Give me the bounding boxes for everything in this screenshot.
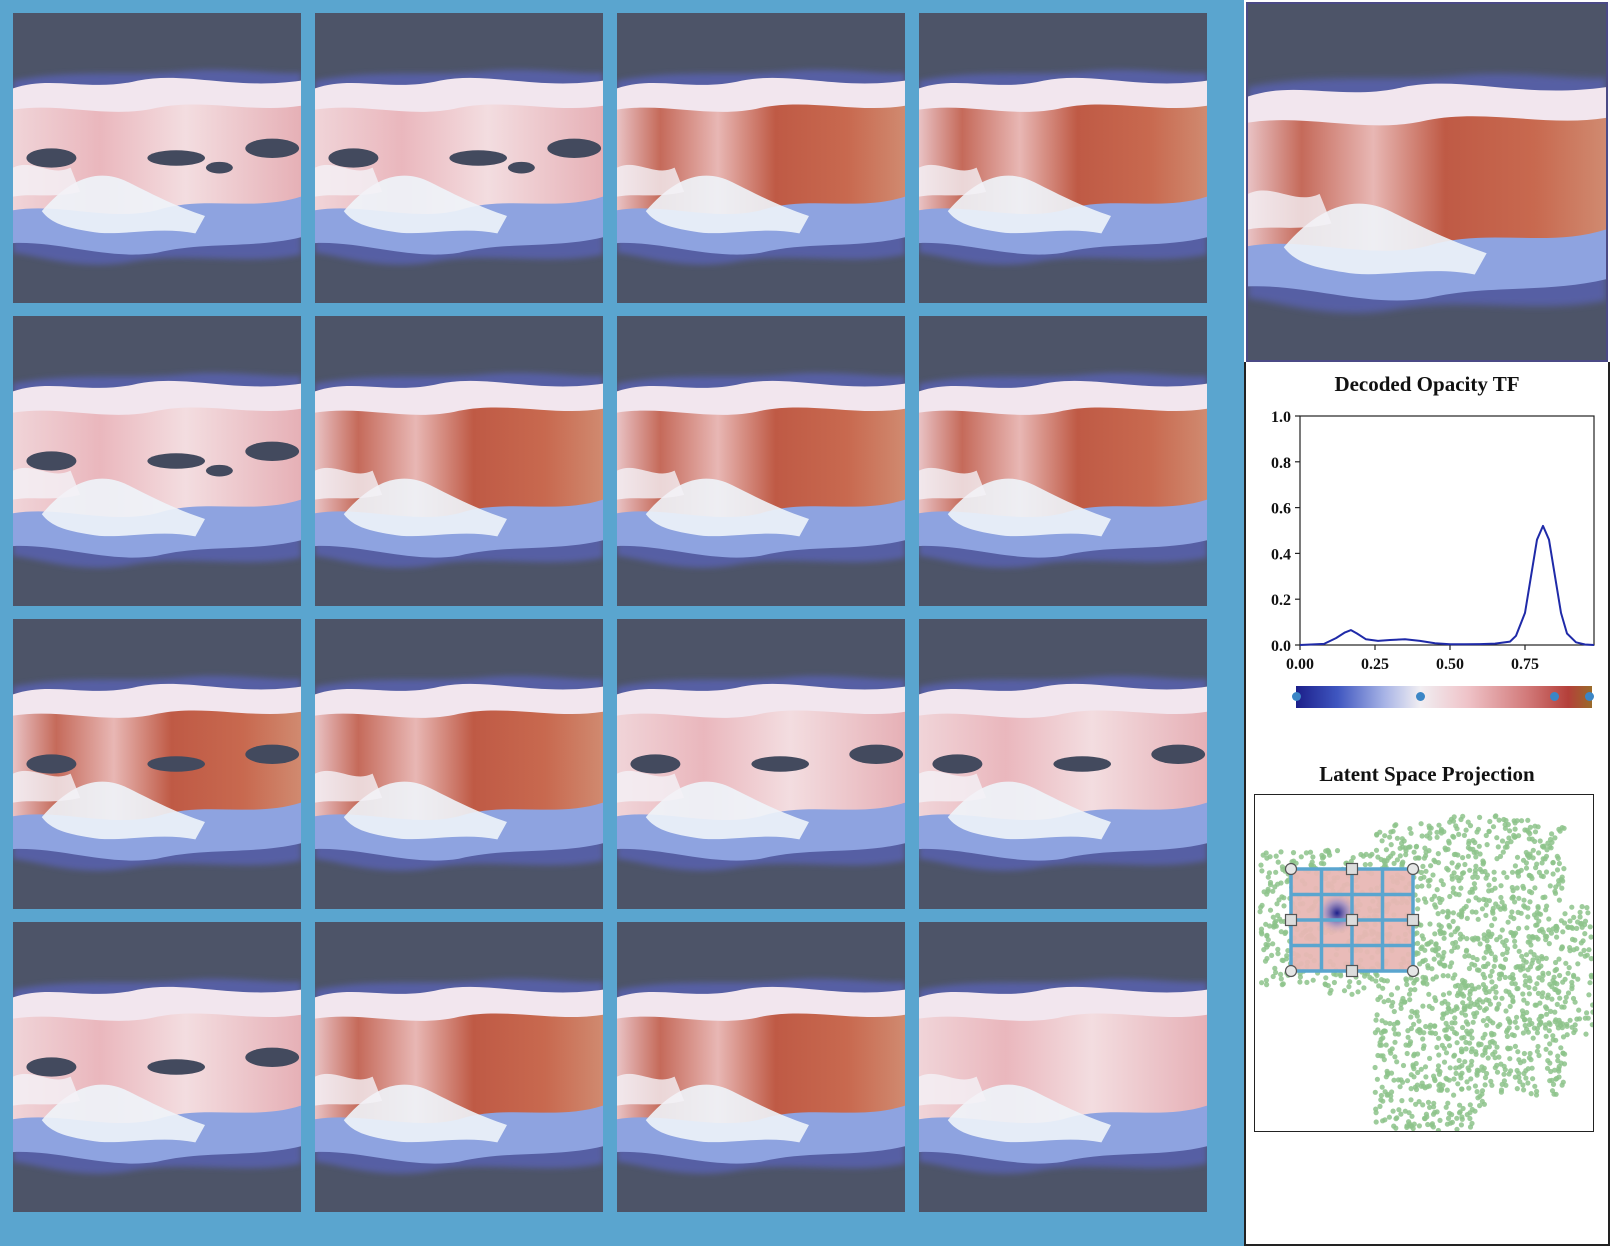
grid-cell-rendering[interactable] — [13, 316, 301, 606]
tf-control-point[interactable] — [1549, 692, 1559, 701]
rendering-grid — [0, 0, 1244, 1246]
grid-cell-rendering[interactable] — [13, 13, 301, 303]
circle-handle-icon — [1284, 862, 1298, 876]
square-handle-icon — [1406, 913, 1420, 927]
grid-cell-rendering[interactable] — [919, 316, 1207, 606]
circle-handle-icon — [1406, 862, 1420, 876]
circle-handle-icon — [1406, 964, 1420, 978]
grid-cell-rendering[interactable] — [315, 619, 603, 909]
transfer-function-colorbar[interactable] — [1292, 686, 1595, 708]
opacity-tf-title: Decoded Opacity TF — [1334, 372, 1520, 396]
latent-space-projection[interactable] — [1254, 794, 1594, 1132]
grid-cell-rendering[interactable] — [13, 619, 301, 909]
selected-rendering-preview — [1246, 2, 1608, 362]
grid-cell-rendering[interactable] — [617, 316, 905, 606]
tf-control-point[interactable] — [1292, 692, 1301, 701]
grid-cell-rendering[interactable] — [919, 619, 1207, 909]
tf-control-point[interactable] — [1585, 692, 1595, 701]
grid-cell-rendering[interactable] — [315, 316, 603, 606]
grid-cell-rendering[interactable] — [617, 619, 905, 909]
grid-cell-rendering[interactable] — [315, 13, 603, 303]
latent-projection-title: Latent Space Projection — [1319, 762, 1535, 786]
grid-cell-rendering[interactable] — [315, 922, 603, 1212]
grid-cell-rendering[interactable] — [617, 13, 905, 303]
grid-cell-rendering[interactable] — [13, 922, 301, 1212]
circle-handle-icon — [1284, 964, 1298, 978]
grid-cell-rendering[interactable] — [919, 13, 1207, 303]
grid-cell-rendering[interactable] — [919, 922, 1207, 1212]
square-handle-icon — [1345, 964, 1359, 978]
grid-cell-rendering[interactable] — [617, 922, 905, 1212]
square-handle-icon — [1284, 913, 1298, 927]
tf-control-point[interactable] — [1416, 692, 1426, 701]
square-handle-icon — [1345, 913, 1359, 927]
square-handle-icon — [1345, 862, 1359, 876]
